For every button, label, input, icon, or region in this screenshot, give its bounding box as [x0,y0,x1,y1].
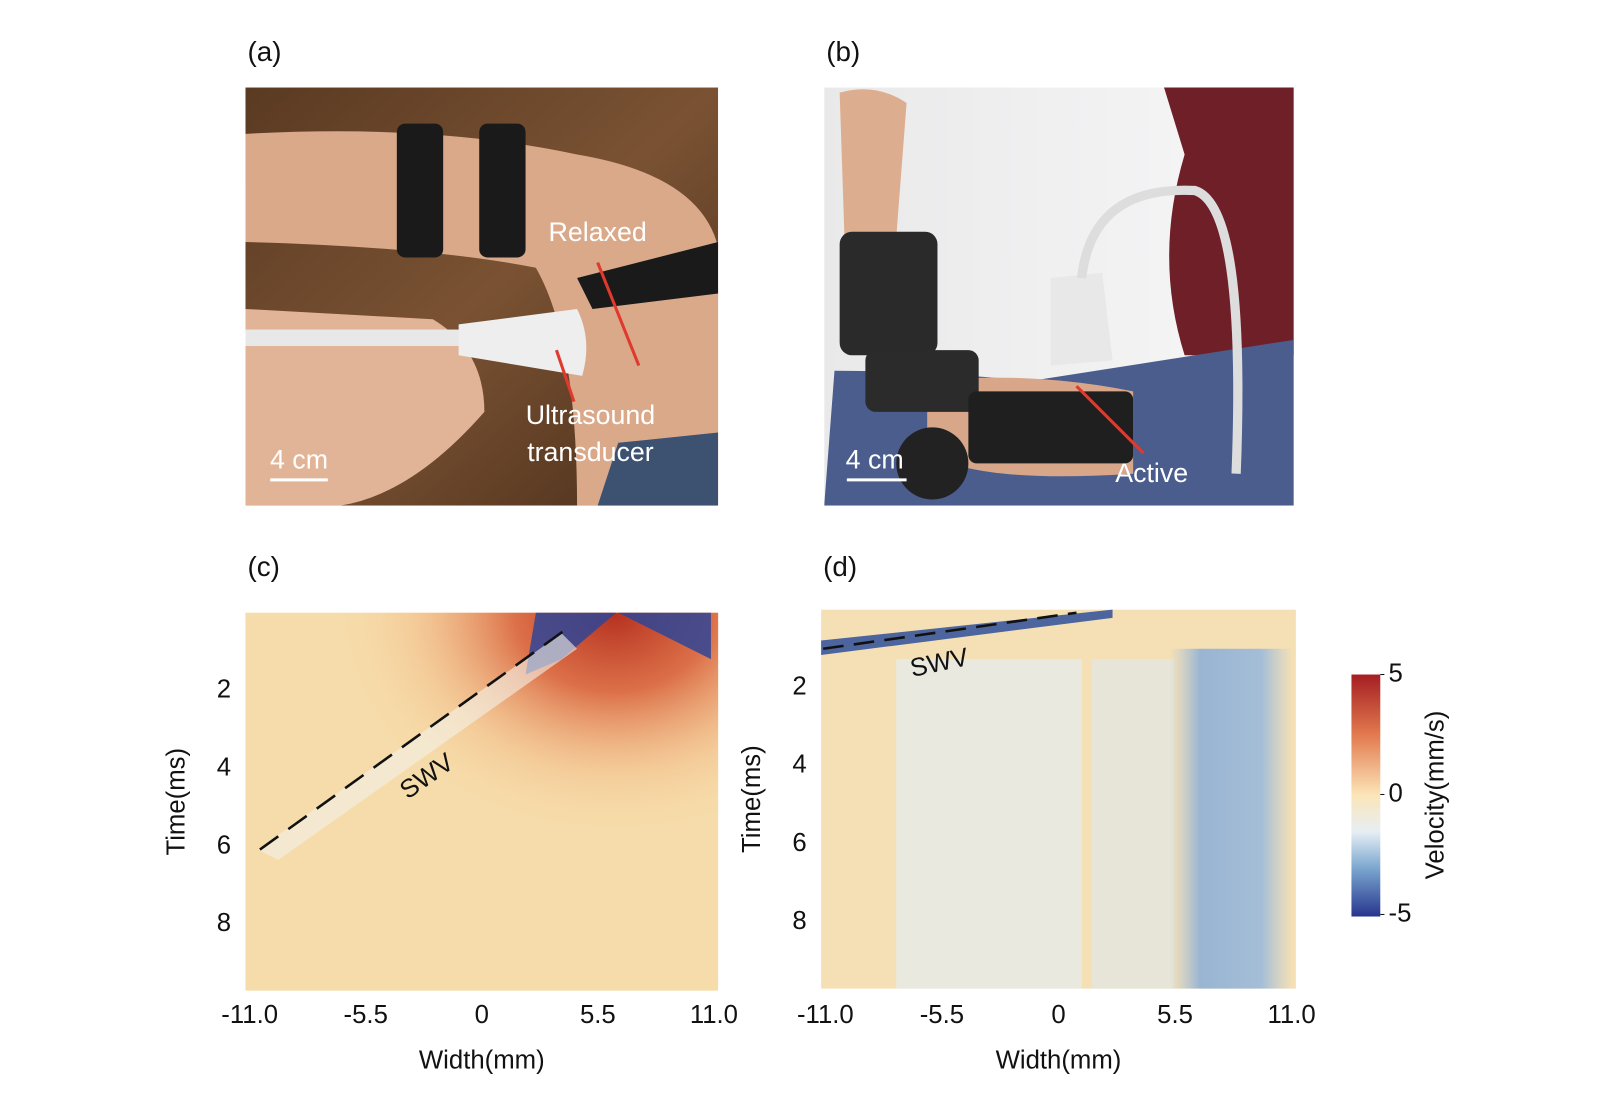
x-tick-label: -5.5 [920,1001,964,1029]
x-tick-label: -11.0 [221,1001,278,1029]
y-tick-label: 8 [217,909,231,937]
panel-label: (d) [823,551,857,582]
y-tick-label: 2 [792,673,806,701]
heatmap-c [245,612,719,991]
panel-label: (a) [248,36,282,67]
photo-b [824,87,1294,506]
x-tick-label: 11.0 [690,1001,738,1029]
annotation: Active [1115,458,1188,488]
annotation: Ultrasound [526,400,655,430]
y-tick-label: 6 [792,829,806,857]
x-tick-label: 0 [1051,1001,1065,1029]
panel-label: (c) [248,551,280,582]
y-tick-label: 4 [792,751,806,779]
y-tick-label: 6 [217,831,231,859]
y-tick-label: 8 [792,907,806,935]
annotation: transducer [527,437,654,467]
heatmap-d [821,609,1381,989]
colorbar-tick-label: -5 [1389,899,1412,927]
y-axis-label: Time(ms) [162,748,190,856]
x-tick-label: 11.0 [1268,1001,1316,1029]
scale-label: 4 cm [270,444,328,474]
colorbar-tick-label: 0 [1389,779,1403,807]
pointer-line [596,262,641,367]
x-tick-label: 5.5 [1157,1001,1193,1029]
x-tick-label: 5.5 [580,1001,616,1029]
x-tick-label: 0 [475,1001,489,1029]
photo-a [245,87,719,506]
annotation: Relaxed [549,217,647,247]
x-tick-label: -5.5 [344,1001,388,1029]
y-tick-label: 2 [217,675,231,703]
y-axis-label: Time(ms) [738,745,766,853]
x-tick-label: -11.0 [797,1001,854,1029]
scale-label: 4 cm [846,444,904,474]
x-axis-label: Width(mm) [419,1047,545,1075]
pointer-line [554,349,576,403]
colorbar-label: Velocity(mm/s) [1422,711,1450,880]
panel-label: (b) [826,36,860,67]
y-tick-label: 4 [217,753,231,781]
colorbar-tick-label: 5 [1389,659,1403,687]
pointer-line [1075,385,1145,455]
x-axis-label: Width(mm) [996,1047,1122,1075]
